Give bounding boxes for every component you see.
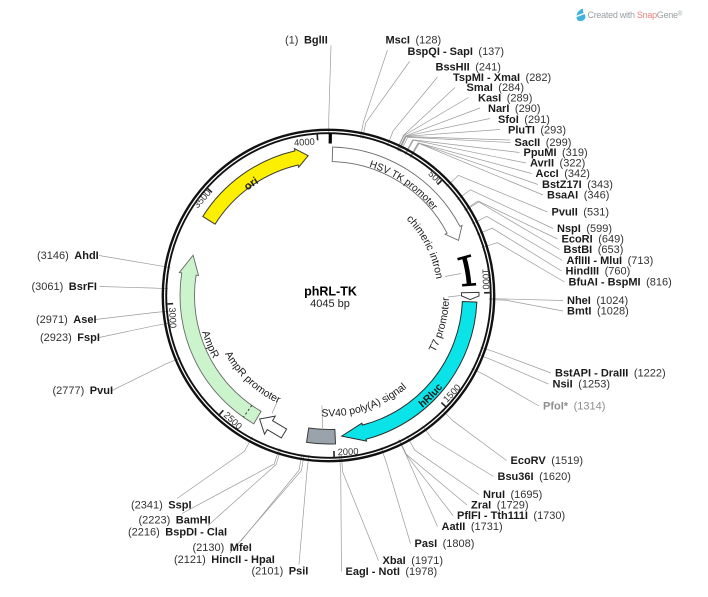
svg-text:NspI (599): NspI (599) xyxy=(557,223,612,235)
svg-text:1000: 1000 xyxy=(481,269,492,290)
svg-text:3000: 3000 xyxy=(167,307,179,328)
svg-text:PluTI (293): PluTI (293) xyxy=(508,125,566,137)
svg-text:EcoRI (649): EcoRI (649) xyxy=(562,234,624,246)
svg-text:BmtI (1028): BmtI (1028) xyxy=(567,306,629,318)
svg-text:(3061) BsrFI: (3061) BsrFI xyxy=(32,281,97,293)
svg-text:(2777) PvuI: (2777) PvuI xyxy=(53,385,114,397)
svg-text:(2101) PsiI: (2101) PsiI xyxy=(252,566,309,578)
svg-text:BstAPI - DraIII (1222): BstAPI - DraIII (1222) xyxy=(555,368,666,380)
svg-text:2000: 2000 xyxy=(337,446,358,458)
svg-text:PpuMI (319): PpuMI (319) xyxy=(524,147,588,159)
svg-text:BstBI (653): BstBI (653) xyxy=(564,244,624,256)
svg-text:BssHII (241): BssHII (241) xyxy=(436,62,501,74)
svg-text:AflIII - MluI (713): AflIII - MluI (713) xyxy=(567,255,654,267)
svg-text:(1) BglII: (1) BglII xyxy=(285,35,328,47)
svg-text:KasI (289): KasI (289) xyxy=(478,93,532,105)
svg-text:Created with SnapGene®: Created with SnapGene® xyxy=(588,10,683,20)
svg-text:(2216) BspDI - ClaI: (2216) BspDI - ClaI xyxy=(128,527,227,539)
svg-text:NarI (290): NarI (290) xyxy=(488,103,541,115)
svg-text:MscI (128): MscI (128) xyxy=(386,35,442,47)
svg-text:(2971) AseI: (2971) AseI xyxy=(36,314,97,326)
svg-text:4000: 4000 xyxy=(294,136,316,148)
svg-text:BspQI - SapI (137): BspQI - SapI (137) xyxy=(408,46,505,58)
svg-text:(2121) HincII - HpaI: (2121) HincII - HpaI xyxy=(174,554,275,566)
svg-text:PfoI* (1314): PfoI* (1314) xyxy=(543,401,605,413)
svg-text:TspMI - XmaI (282): TspMI - XmaI (282) xyxy=(453,72,551,84)
svg-text:SacII (299): SacII (299) xyxy=(515,137,572,149)
svg-text:(2923) FspI: (2923) FspI xyxy=(40,332,100,344)
svg-text:HindIII (760): HindIII (760) xyxy=(566,266,631,278)
svg-text:Bsu36I (1620): Bsu36I (1620) xyxy=(498,471,571,483)
svg-text:phRL-TK: phRL-TK xyxy=(304,285,357,299)
svg-text:AccI (342): AccI (342) xyxy=(536,168,590,180)
svg-text:4045 bp: 4045 bp xyxy=(310,298,350,310)
svg-text:AvrII (322): AvrII (322) xyxy=(530,158,585,170)
svg-text:BsaAI (346): BsaAI (346) xyxy=(547,190,609,202)
svg-text:(2341) SspI: (2341) SspI xyxy=(131,500,192,512)
svg-text:(2223) BamHI: (2223) BamHI xyxy=(139,515,211,527)
svg-text:ZraI (1729): ZraI (1729) xyxy=(471,500,528,512)
svg-text:AatII (1731): AatII (1731) xyxy=(442,521,503,533)
svg-text:PflFI - Tth111I (1730): PflFI - Tth111I (1730) xyxy=(457,510,565,522)
svg-text:BstZ17I (343): BstZ17I (343) xyxy=(542,179,613,191)
svg-text:EcoRV (1519): EcoRV (1519) xyxy=(511,455,584,467)
svg-text:NsiI (1253): NsiI (1253) xyxy=(553,379,610,391)
svg-text:PasI (1808): PasI (1808) xyxy=(415,538,475,550)
svg-text:SmaI (284): SmaI (284) xyxy=(467,82,524,94)
svg-text:EagI - NotI (1978): EagI - NotI (1978) xyxy=(346,566,438,578)
svg-text:BfuAI - BspMI (816): BfuAI - BspMI (816) xyxy=(569,277,672,289)
svg-text:(3146) AhdI: (3146) AhdI xyxy=(37,250,99,262)
svg-text:NruI (1695): NruI (1695) xyxy=(483,489,542,501)
svg-text:SfoI (291): SfoI (291) xyxy=(498,114,550,126)
svg-text:NheI (1024): NheI (1024) xyxy=(567,295,628,307)
svg-text:PvuII (531): PvuII (531) xyxy=(552,207,609,219)
svg-text:(2130) MfeI: (2130) MfeI xyxy=(193,542,252,554)
svg-text:XbaI (1971): XbaI (1971) xyxy=(383,555,444,567)
